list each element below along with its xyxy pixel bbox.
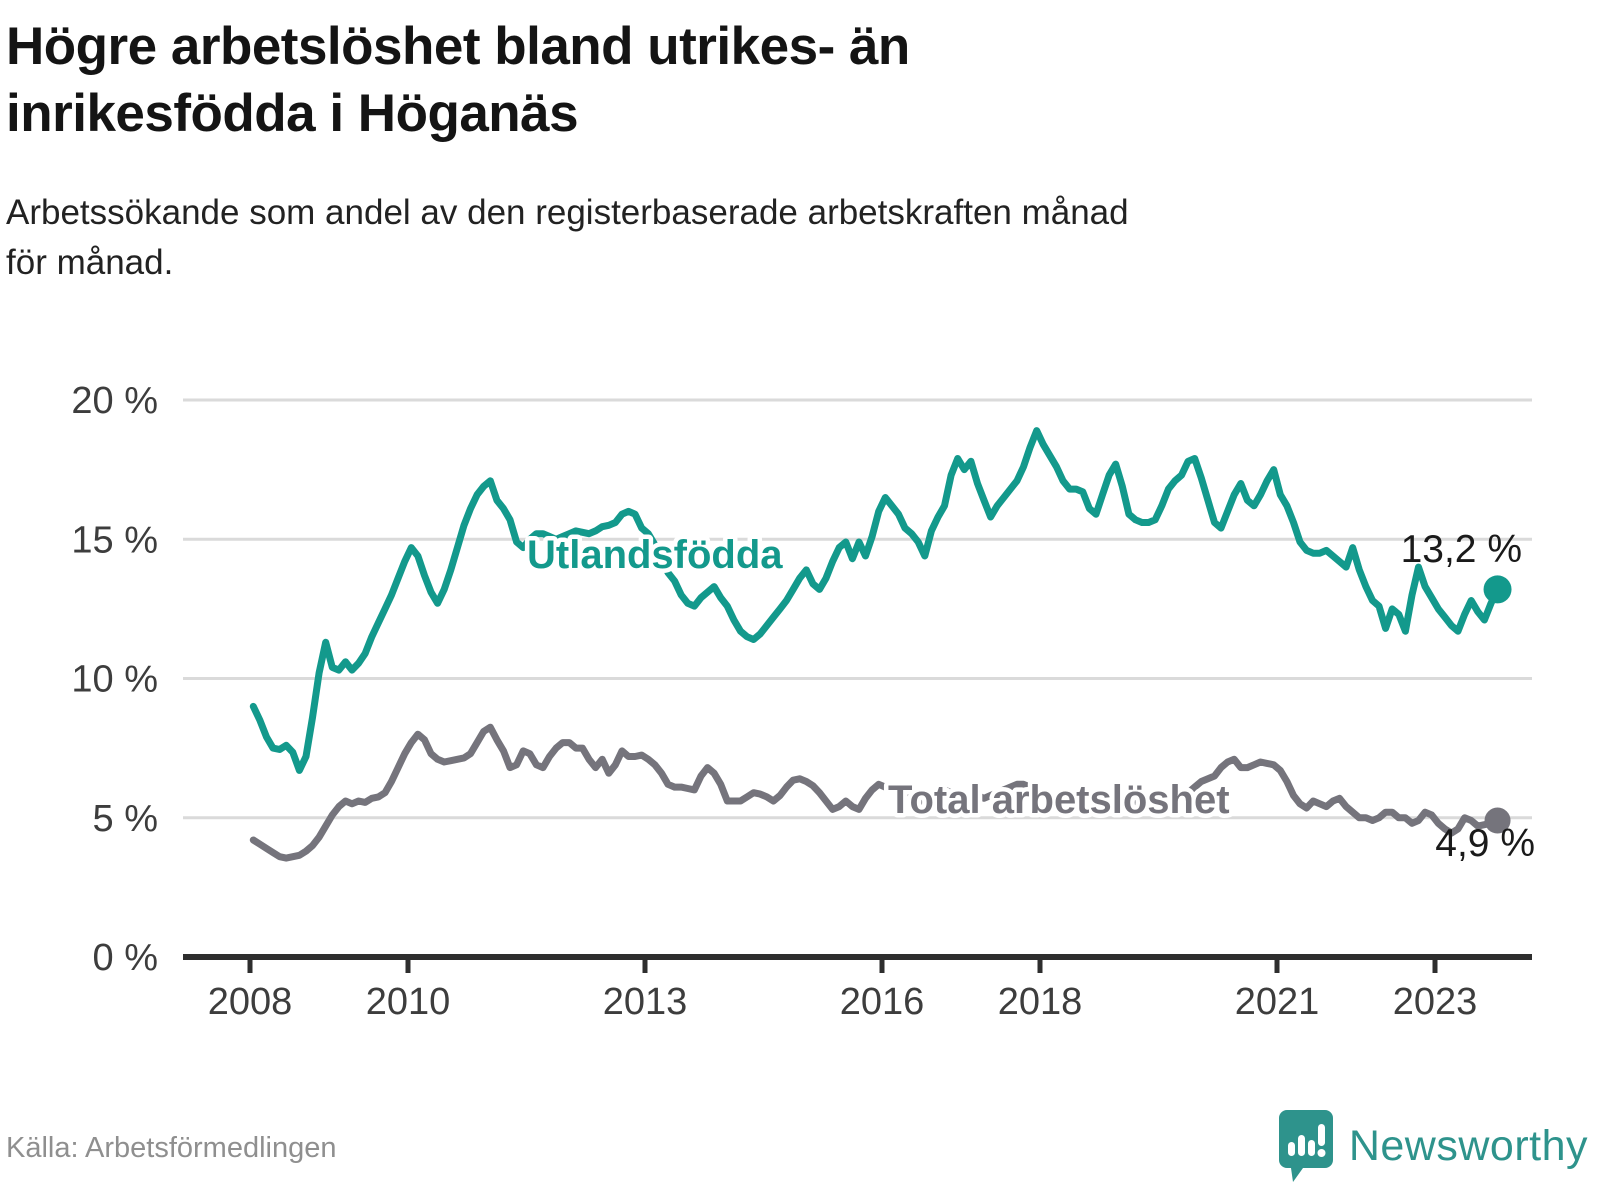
x-axis-label-2021: 2021 xyxy=(1235,981,1320,1023)
series-label-total: Total arbetslöshet xyxy=(888,778,1230,822)
x-axis-label-2016: 2016 xyxy=(840,981,925,1023)
y-axis-label-15: 15 % xyxy=(71,519,158,561)
source-credit: Källa: Arbetsförmedlingen xyxy=(6,1132,337,1164)
y-axis-label-0: 0 % xyxy=(93,937,158,979)
newsworthy-logo: Newsworthy xyxy=(1277,1108,1588,1184)
series-label-utlandsfodda: Utlandsfödda xyxy=(527,533,783,577)
title-line-1: Högre arbetslöshet bland utrikes- än xyxy=(6,17,910,76)
y-axis-label-5: 5 % xyxy=(93,798,158,840)
x-axis-label-2013: 2013 xyxy=(603,981,688,1023)
x-axis-label-2008: 2008 xyxy=(208,981,293,1023)
y-axis-label-20: 20 % xyxy=(71,380,158,422)
x-axis-label-2018: 2018 xyxy=(998,981,1083,1023)
series-end-dot-total xyxy=(1484,807,1511,834)
x-axis-label-2023: 2023 xyxy=(1393,981,1478,1023)
subtitle-line-2: för månad. xyxy=(6,243,174,283)
chart-subtitle: Arbetssökande som andel av den registerb… xyxy=(6,188,1129,288)
newsworthy-bubble-icon xyxy=(1278,1110,1333,1182)
x-axis-label-2010: 2010 xyxy=(366,981,451,1023)
subtitle-line-1: Arbetssökande som andel av den registerb… xyxy=(6,193,1129,232)
title-line-2: inrikesfödda i Höganäs xyxy=(6,83,579,143)
series-line-utlandsfodda xyxy=(249,427,1501,774)
end-value-label-utlandsfodda: 13,2 % xyxy=(1401,528,1522,571)
y-axis-label-10: 10 % xyxy=(71,659,158,701)
page-title: Högre arbetslöshet bland utrikes- än inr… xyxy=(6,14,910,148)
series-line-total xyxy=(249,723,1501,862)
newsworthy-wordmark: Newsworthy xyxy=(1348,1121,1588,1170)
end-value-label-total: 4,9 % xyxy=(1435,822,1535,865)
series-end-dot-utlandsfodda xyxy=(1483,575,1512,604)
